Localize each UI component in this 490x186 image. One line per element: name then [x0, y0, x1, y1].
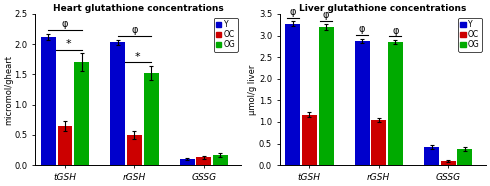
Bar	[388, 42, 403, 165]
Bar	[355, 41, 369, 165]
Text: *: *	[65, 39, 71, 49]
Bar	[213, 155, 228, 165]
Text: φ: φ	[131, 25, 138, 35]
Legend: Y, OC, OG: Y, OC, OG	[214, 18, 238, 52]
Bar	[457, 149, 472, 165]
Text: φ: φ	[359, 24, 366, 34]
Bar	[127, 135, 142, 165]
Bar	[180, 159, 195, 165]
Bar	[196, 157, 211, 165]
Bar	[318, 27, 334, 165]
Bar	[41, 37, 56, 165]
Bar	[302, 115, 317, 165]
Text: φ: φ	[323, 10, 329, 20]
Text: φ: φ	[62, 19, 68, 29]
Text: *: *	[135, 52, 140, 62]
Bar	[424, 147, 439, 165]
Text: φ: φ	[392, 25, 399, 36]
Bar	[74, 62, 89, 165]
Title: Heart glutathione concentrations: Heart glutathione concentrations	[53, 4, 224, 13]
Bar	[371, 120, 386, 165]
Bar	[285, 24, 300, 165]
Y-axis label: micromol/gheart: micromol/gheart	[4, 54, 13, 125]
Y-axis label: μmol/g liver: μmol/g liver	[248, 64, 257, 115]
Legend: Y, OC, OG: Y, OC, OG	[458, 18, 482, 52]
Bar	[144, 73, 158, 165]
Bar	[110, 42, 125, 165]
Title: Liver glutathione concentrations: Liver glutathione concentrations	[299, 4, 466, 13]
Bar	[58, 126, 73, 165]
Bar	[441, 161, 456, 165]
Text: φ: φ	[290, 7, 296, 17]
